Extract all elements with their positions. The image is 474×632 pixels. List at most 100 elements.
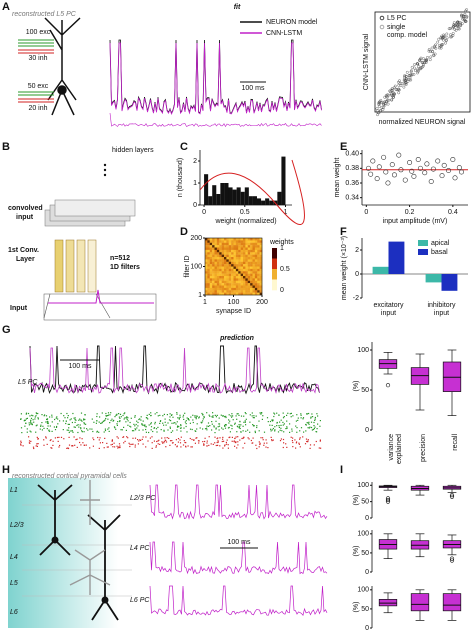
raster-dot [66, 429, 68, 431]
raster-dot [271, 440, 273, 442]
raster-dot [258, 441, 260, 443]
raster-dot [91, 428, 93, 430]
heat-cell [259, 249, 263, 253]
heat-cell [231, 242, 234, 246]
heat-cell [257, 242, 260, 246]
raster-dot [129, 443, 131, 445]
raster-dot [317, 423, 319, 425]
scatter-point [383, 100, 387, 104]
raster-dot [124, 417, 126, 419]
heat-cell [228, 257, 232, 260]
raster-dot [37, 438, 39, 440]
raster-dot [176, 412, 178, 414]
scatter-point [429, 55, 433, 59]
raster-dot [239, 425, 241, 427]
raster-dot [116, 436, 118, 438]
raster-dot [287, 412, 289, 414]
heat-cell [252, 292, 256, 296]
raster-dot [96, 413, 98, 415]
raster-dot [150, 426, 153, 428]
raster-dot [52, 444, 54, 446]
axis-label: CNN-LSTM signal [363, 33, 370, 90]
heat-cell [205, 266, 208, 270]
raster-dot [202, 428, 204, 430]
scatter-point [382, 102, 386, 106]
raster-dot [73, 426, 75, 428]
raster-dot [150, 422, 152, 424]
raster-dot [303, 431, 305, 433]
raster-dot [139, 418, 141, 420]
raster-dot [194, 416, 196, 418]
raster-dot [242, 430, 244, 432]
raster-dot [244, 442, 246, 444]
raster-dot [26, 431, 28, 433]
bar [236, 187, 241, 205]
diagram-label: Layer [16, 256, 35, 263]
x-tick-label: variance [388, 434, 395, 461]
raster-dot [285, 428, 287, 430]
scatter-point [444, 38, 448, 42]
raster-dot [261, 418, 263, 420]
heat-cell [252, 254, 256, 258]
scatter-point [455, 20, 459, 24]
heat-cell [238, 268, 241, 272]
heat-cell [250, 254, 253, 258]
heat-cell [219, 283, 222, 286]
raster-dot [71, 430, 73, 432]
raster-dot [35, 412, 37, 414]
heat-cell [238, 283, 241, 286]
raster-dot [283, 431, 285, 433]
raster-dot [157, 426, 159, 428]
raster-dot [104, 419, 106, 421]
raster-dot [121, 429, 123, 431]
x-tick-label: input [434, 310, 449, 317]
raster-dot [117, 447, 119, 449]
raster-dot [299, 438, 301, 440]
x-tick-label: inhibitory [427, 302, 456, 309]
scatter-point [398, 167, 404, 173]
heat-cell [216, 273, 220, 277]
scatter-point [448, 27, 452, 30]
raster-dot [240, 415, 243, 417]
raster-dot [60, 412, 62, 415]
heat-cell [214, 252, 218, 255]
raster-dot [47, 422, 49, 425]
heat-cell [214, 278, 218, 281]
heat-cell [216, 242, 220, 246]
raster-dot [247, 437, 249, 439]
raster-dot [105, 417, 107, 420]
heat-cell [214, 285, 218, 289]
scatter-point [426, 56, 429, 59]
raster-dot [225, 441, 227, 443]
scatter-point [432, 53, 435, 57]
bar [265, 198, 270, 205]
raster-dot [74, 417, 76, 419]
heat-cell [212, 254, 215, 258]
scatter-point [420, 65, 424, 69]
heat-cell [257, 278, 260, 281]
heat-cell [259, 245, 263, 248]
heat-cell [243, 280, 246, 284]
raster-dot [203, 444, 205, 446]
raster-dot [273, 412, 275, 414]
heat-cell [233, 240, 237, 243]
raster-dot [169, 416, 171, 418]
raster-dot [222, 436, 224, 438]
raster-dot [280, 424, 282, 426]
raster-dot [297, 419, 299, 421]
scatter-point [465, 15, 469, 18]
raster-dot [135, 429, 137, 431]
scatter-point [384, 100, 388, 104]
heat-cell [216, 264, 220, 267]
heat-cell [254, 280, 258, 284]
heat-cell [209, 268, 213, 272]
raster-dot [166, 437, 168, 439]
scatter-point [386, 102, 390, 106]
y-tick-label: 0.36 [345, 180, 359, 187]
raster-dot [227, 447, 229, 449]
raster-dot [252, 417, 254, 419]
raster-dot [34, 418, 36, 420]
raster-dot [260, 412, 263, 414]
raster-dot [314, 419, 316, 421]
heat-cell [226, 242, 229, 246]
